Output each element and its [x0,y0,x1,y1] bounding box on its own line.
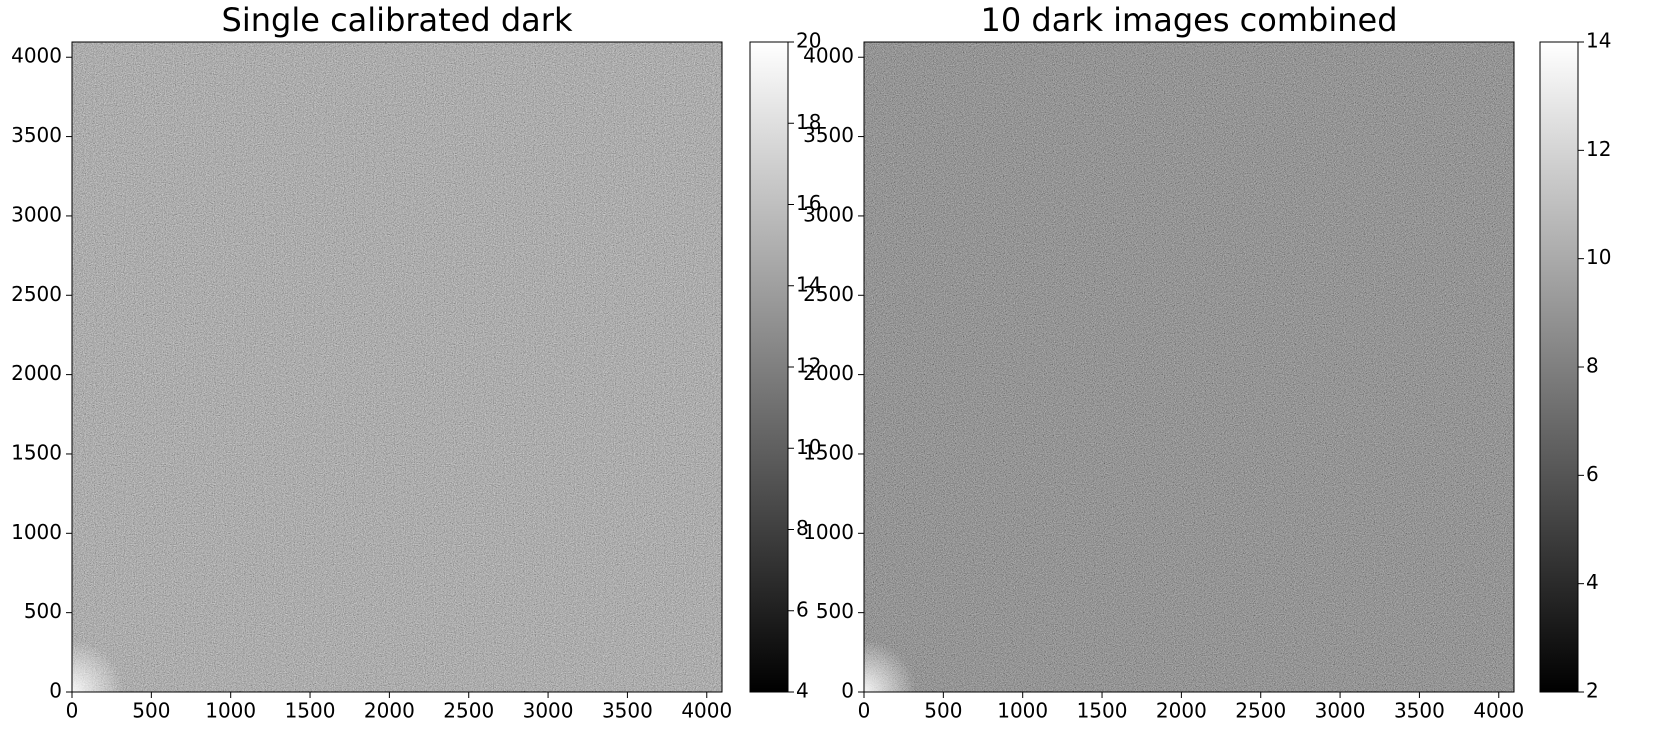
colorbar-tick-label: 18 [796,110,821,134]
y-tick-label: 4000 [803,44,854,68]
y-tick-label: 2000 [803,361,854,385]
y-tick-label: 3000 [803,202,854,226]
colorbar-tick-label: 6 [796,597,809,621]
colorbar-tick-label: 12 [796,354,821,378]
colorbar [749,41,789,693]
colorbar-tick-label: 10 [1586,245,1611,269]
x-tick-label: 2000 [364,699,415,723]
x-tick-label: 4000 [1473,699,1524,723]
y-tick-label: 0 [49,679,62,703]
y-tick-label: 3000 [11,202,62,226]
x-tick-label: 0 [858,699,871,723]
y-tick-label: 1500 [803,440,854,464]
y-tick-label: 3500 [11,123,62,147]
colorbar-tick-label: 8 [1586,354,1599,378]
colorbar-tick-label: 10 [796,435,821,459]
y-tick-label: 1000 [803,520,854,544]
x-tick-label: 1500 [285,699,336,723]
panel-title: Single calibrated dark [222,1,573,39]
colorbar-tick-label: 14 [1586,29,1611,53]
y-tick-label: 4000 [11,44,62,68]
image-glow [864,42,1514,692]
x-tick-label: 500 [924,699,962,723]
x-tick-label: 3500 [1394,699,1445,723]
x-tick-label: 4000 [681,699,732,723]
x-tick-label: 3000 [1315,699,1366,723]
y-tick-label: 500 [24,599,62,623]
y-tick-label: 500 [816,599,854,623]
colorbar-tick-label: 14 [796,272,821,296]
y-tick-label: 2500 [11,282,62,306]
y-tick-label: 3500 [803,123,854,147]
x-tick-label: 500 [132,699,170,723]
colorbar-tick-label: 12 [1586,137,1611,161]
y-tick-label: 1000 [11,520,62,544]
x-tick-label: 1000 [997,699,1048,723]
y-tick-label: 2500 [803,282,854,306]
colorbar-tick-label: 20 [796,29,821,53]
image-glow [72,42,722,692]
x-tick-label: 2500 [443,699,494,723]
colorbar-tick-label: 8 [796,516,809,540]
colorbar-tick-label: 4 [796,679,809,703]
x-tick-label: 1500 [1077,699,1128,723]
colorbar-tick-label: 4 [1586,570,1599,594]
x-tick-label: 2500 [1235,699,1286,723]
colorbar-tick-label: 6 [1586,462,1599,486]
colorbar-tick-label: 16 [796,191,821,215]
x-tick-label: 1000 [205,699,256,723]
colorbar-tick-label: 2 [1586,679,1599,703]
x-tick-label: 3000 [523,699,574,723]
x-tick-label: 3500 [602,699,653,723]
y-tick-label: 1500 [11,440,62,464]
axes-frame [71,41,723,693]
axes-frame [863,41,1515,693]
x-tick-label: 0 [66,699,79,723]
y-tick-label: 0 [841,679,854,703]
y-tick-label: 2000 [11,361,62,385]
colorbar [1539,41,1579,693]
panel-title: 10 dark images combined [980,1,1397,39]
x-tick-label: 2000 [1156,699,1207,723]
